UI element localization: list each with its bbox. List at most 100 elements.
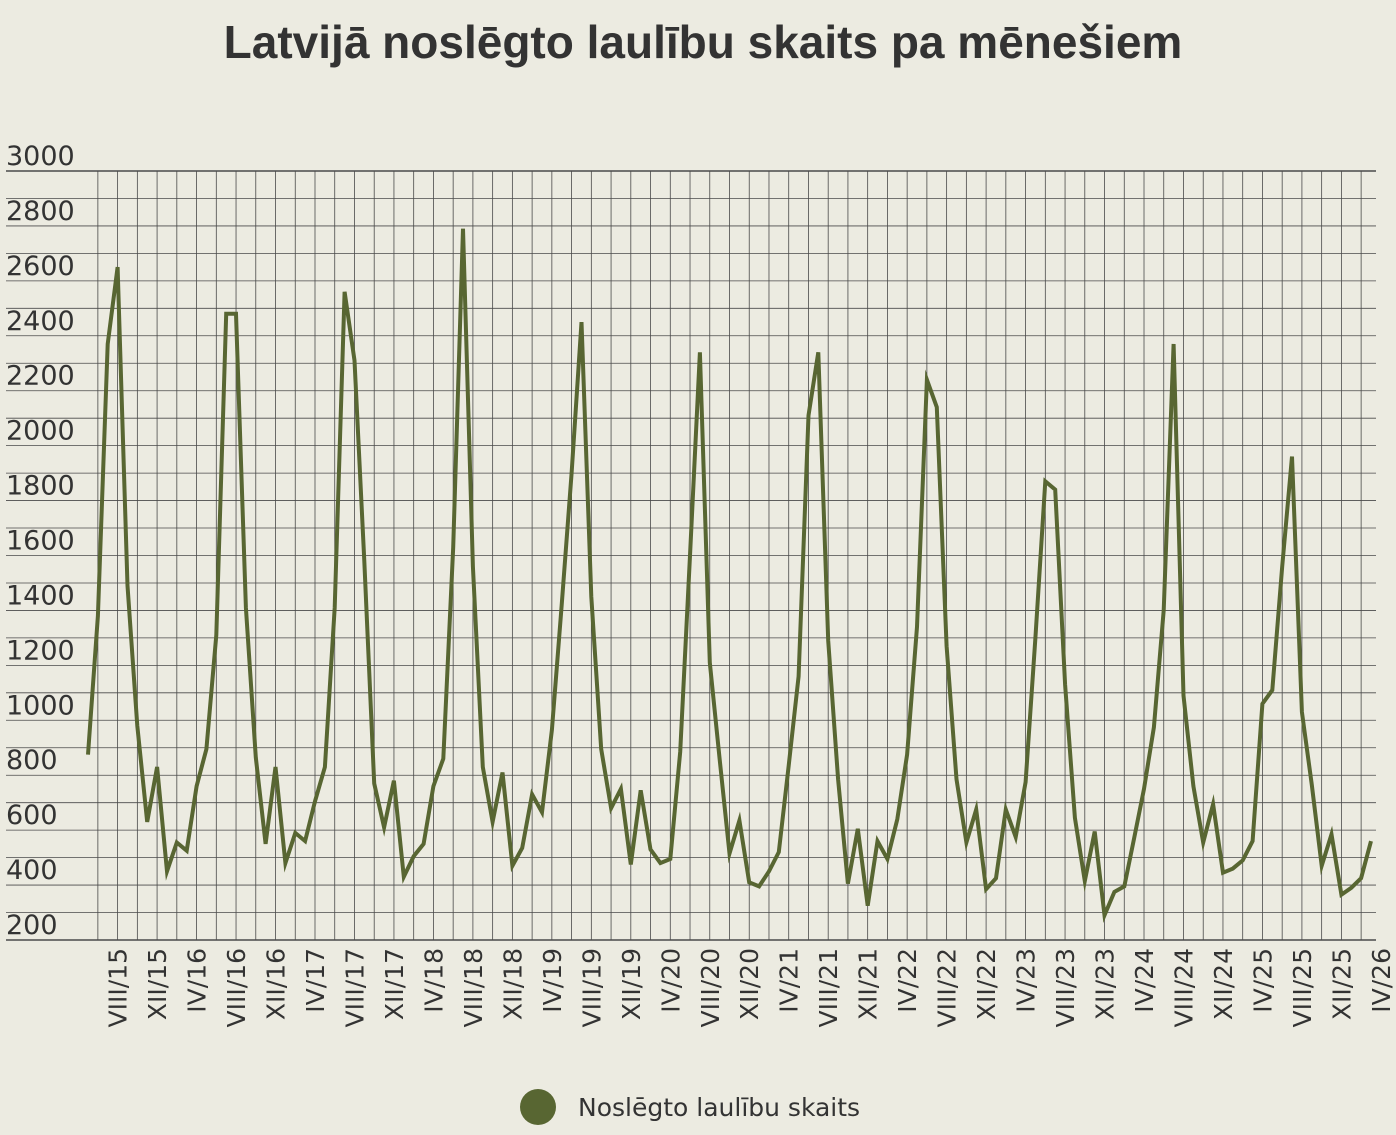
x-tick-label: IV/21 — [775, 948, 804, 1013]
data-point — [1093, 830, 1097, 834]
data-point — [491, 820, 495, 824]
data-point — [135, 724, 139, 728]
data-point — [175, 841, 179, 845]
data-point — [757, 884, 761, 888]
data-point — [935, 405, 939, 409]
x-tick-label: VIII/25 — [1288, 948, 1317, 1027]
data-point — [984, 887, 988, 891]
data-point — [1359, 876, 1363, 880]
x-tick-label: XII/20 — [735, 948, 764, 1020]
data-point — [1231, 867, 1235, 871]
y-tick-label: 1600 — [6, 526, 75, 557]
data-point — [441, 757, 445, 761]
y-tick-label: 200 — [6, 910, 58, 941]
y-tick-label: 2200 — [6, 361, 75, 392]
data-point — [392, 779, 396, 783]
data-point — [185, 849, 189, 853]
data-point — [145, 820, 149, 824]
x-tick-label: IV/24 — [1130, 948, 1159, 1013]
data-point — [106, 342, 110, 346]
data-point — [1014, 835, 1018, 839]
data-point — [431, 784, 435, 788]
series-layer — [86, 228, 1373, 924]
data-point — [718, 757, 722, 761]
data-point — [1320, 864, 1324, 868]
x-tick-label: VIII/24 — [1169, 948, 1198, 1027]
data-point — [195, 784, 199, 788]
chart-title: Latvijā noslēgto laulību skaits pa mēneš… — [224, 16, 1183, 68]
y-tick-label: 1000 — [6, 690, 75, 721]
x-tick-label: XII/19 — [617, 948, 646, 1020]
data-point — [806, 413, 810, 417]
data-point — [1191, 784, 1195, 788]
data-point — [1330, 832, 1334, 836]
data-point — [1142, 787, 1146, 791]
x-tick-label: IV/25 — [1248, 948, 1277, 1013]
data-point — [155, 765, 159, 769]
data-point — [599, 747, 603, 751]
data-point — [668, 857, 672, 861]
data-point — [422, 842, 426, 846]
y-tick-label: 600 — [6, 800, 58, 831]
data-point — [451, 545, 455, 549]
data-point — [86, 753, 90, 757]
data-point — [1221, 871, 1225, 875]
x-tick-label: VIII/18 — [459, 948, 488, 1027]
x-tick-label: IV/18 — [419, 948, 448, 1013]
data-point — [165, 869, 169, 873]
data-point — [540, 810, 544, 814]
x-tick-label: IV/23 — [1012, 948, 1041, 1013]
data-point — [234, 312, 238, 316]
x-tick-label: VIII/21 — [814, 948, 843, 1027]
data-point — [964, 841, 968, 845]
data-point — [658, 861, 662, 865]
data-point — [1043, 479, 1047, 483]
data-point — [550, 728, 554, 732]
x-tick-label: IV/19 — [538, 948, 567, 1013]
x-tick-label: VIII/20 — [696, 948, 725, 1027]
data-point — [649, 847, 653, 851]
data-point — [974, 808, 978, 812]
data-point — [915, 625, 919, 629]
data-point — [1251, 839, 1255, 843]
data-point — [1063, 683, 1067, 687]
data-point — [125, 584, 129, 588]
data-point — [1300, 710, 1304, 714]
data-point — [343, 290, 347, 294]
series-line — [86, 228, 1373, 924]
x-tick-label: XII/25 — [1327, 948, 1356, 1020]
data-point — [96, 614, 100, 618]
data-point — [1172, 342, 1176, 346]
y-tick-label: 3000 — [6, 141, 75, 172]
data-point — [787, 764, 791, 768]
data-point — [1024, 780, 1028, 784]
data-point — [274, 765, 278, 769]
data-point — [1339, 893, 1343, 897]
y-tick-label: 2400 — [6, 306, 75, 337]
data-point — [895, 817, 899, 821]
y-axis-ticks: 3000 2800 2600 2400 2200 2000 1800 1600 1400 1200… — [6, 141, 75, 941]
data-point — [323, 765, 327, 769]
data-point — [1349, 886, 1353, 890]
x-tick-label: IV/16 — [183, 948, 212, 1013]
data-point — [333, 606, 337, 610]
data-point — [688, 554, 692, 558]
data-point — [1369, 839, 1373, 843]
y-tick-label: 1400 — [6, 580, 75, 611]
legend: Noslēgto laulību skaits — [520, 1089, 860, 1125]
data-point — [1270, 688, 1274, 692]
data-point — [1310, 783, 1314, 787]
data-point — [1260, 702, 1264, 706]
data-point — [1211, 802, 1215, 806]
data-point — [619, 787, 623, 791]
data-point — [481, 765, 485, 769]
x-tick-label: XII/16 — [262, 948, 291, 1020]
data-point — [530, 792, 534, 796]
data-point — [1290, 455, 1294, 459]
data-point — [520, 846, 524, 850]
data-point — [1083, 879, 1087, 883]
data-point — [1103, 913, 1107, 917]
data-point — [471, 564, 475, 568]
data-point — [1112, 890, 1116, 894]
